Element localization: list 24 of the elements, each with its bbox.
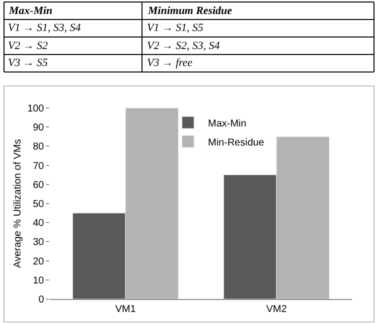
text: Minimum Residue	[147, 5, 232, 17]
y-axis-title: Average % Utilization of VMs	[12, 139, 24, 268]
text: V3 → free	[147, 57, 193, 69]
y-tick-label: 30	[32, 237, 44, 248]
text: V2 → S2	[8, 40, 48, 52]
legend-label: Min-Residue	[208, 137, 265, 148]
legend-label: Max-Min	[208, 118, 246, 130]
x-tick-label: VM1	[115, 304, 136, 315]
y-tick-label: 80	[32, 142, 44, 153]
text: V3 → S5	[8, 57, 48, 69]
text: V1 → S1, S5	[147, 22, 204, 34]
x-tick-label: VM2	[266, 304, 288, 315]
y-tick-label: 90	[32, 122, 44, 134]
y-tick-label: 40	[32, 218, 44, 230]
text: V1 → S1, S3, S4	[8, 22, 82, 34]
y-tick-label: 20	[32, 256, 44, 268]
text: Max-Min	[8, 5, 52, 17]
y-tick-label: 50	[32, 199, 44, 210]
y-tick-label: 10	[32, 275, 44, 286]
y-tick-label: 0	[38, 294, 44, 306]
y-tick-label: 70	[32, 160, 44, 172]
text: V2 → S2, S3, S4	[147, 40, 220, 52]
y-tick-label: 100	[27, 104, 44, 114]
y-tick-label: 60	[32, 180, 44, 191]
